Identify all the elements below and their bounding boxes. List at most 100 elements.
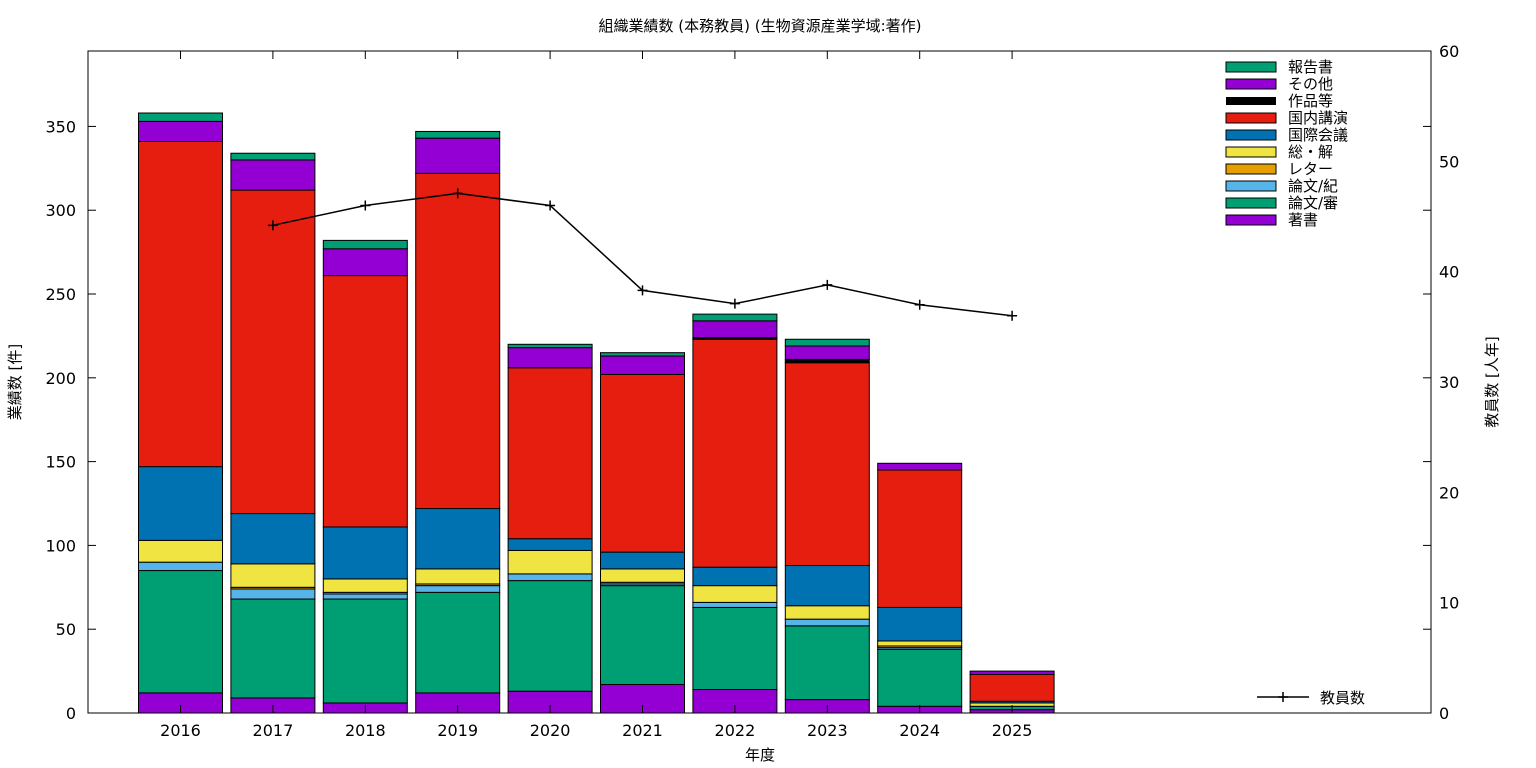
line-legend-label: 教員数 <box>1320 689 1365 707</box>
legend-swatch <box>1225 146 1277 158</box>
bar-2022-series-8 <box>692 320 778 339</box>
bar-2019-series-9 <box>415 130 501 139</box>
bar-2024-series-1 <box>877 648 963 707</box>
bar-2018-series-8 <box>322 248 408 277</box>
bar-2017-series-6 <box>230 189 316 515</box>
y-axis-label: 業績数 [件] <box>6 344 24 420</box>
bar-2022-series-5 <box>692 566 778 587</box>
x-tick-label: 2018 <box>345 721 386 740</box>
bar-2017-series-4 <box>230 563 316 588</box>
legend-swatch <box>1225 214 1277 226</box>
bar-2019-series-2 <box>415 585 501 593</box>
staff-line-point <box>822 279 833 290</box>
bar-2021-series-5 <box>600 551 685 570</box>
y-tick-label: 250 <box>45 285 76 304</box>
legend-swatch <box>1225 197 1277 209</box>
bar-2019-series-5 <box>415 508 501 570</box>
x-tick-label: 2017 <box>253 721 294 740</box>
y2-tick-label: 40 <box>1439 263 1459 282</box>
bar-2017-series-8 <box>230 159 316 191</box>
x-tick-label: 2025 <box>992 721 1033 740</box>
y2-tick-label: 50 <box>1439 152 1459 171</box>
bar-2024-series-5 <box>877 606 963 642</box>
staff-line-point <box>729 298 740 309</box>
bar-2024-series-4 <box>877 640 963 647</box>
bar-2020-series-5 <box>507 538 593 551</box>
bar-2018-series-9 <box>322 239 408 250</box>
bar-2022-series-1 <box>692 606 778 691</box>
bar-2017-series-5 <box>230 513 316 565</box>
bar-2020-series-4 <box>507 549 593 575</box>
bar-2018-series-1 <box>322 598 408 704</box>
bar-2019-series-6 <box>415 172 501 510</box>
bar-2017-series-2 <box>230 588 316 600</box>
legend-label: 著書 <box>1288 211 1318 229</box>
bar-2018-series-2 <box>322 593 408 600</box>
bar-2021-series-4 <box>600 568 685 583</box>
y2-axis-ticks: 0 10 20 30 40 50 60 <box>1439 42 1459 723</box>
legend-swatch <box>1225 61 1277 73</box>
bar-2017-series-9 <box>230 152 316 161</box>
bar-2016-series-2 <box>138 561 223 572</box>
legend-label: その他 <box>1288 75 1333 93</box>
legend-label: 論文/審 <box>1288 194 1338 212</box>
bar-2024-series-8 <box>877 462 963 471</box>
bar-2021-series-1 <box>600 585 685 686</box>
legend-label: 作品等 <box>1288 92 1333 110</box>
bar-2018-series-5 <box>322 526 408 580</box>
staff-line-point <box>545 200 556 211</box>
bar-2016-series-8 <box>138 120 223 143</box>
bar-2021-series-9 <box>600 352 685 357</box>
bar-2025-series-6 <box>969 673 1055 702</box>
line-legend: 教員数 <box>1257 689 1365 707</box>
bar-2022-series-4 <box>692 585 778 603</box>
bar-2016-series-6 <box>138 141 223 468</box>
legend-label: レター <box>1288 160 1333 178</box>
bar-2023-series-2 <box>784 618 870 627</box>
bar-2016-series-9 <box>138 112 223 122</box>
bar-2023-series-9 <box>784 338 870 347</box>
x-tick-label: 2022 <box>715 721 756 740</box>
bar-2023-series-8 <box>784 345 870 360</box>
y2-axis-label: 教員数 [人年] <box>1483 336 1501 427</box>
legend-swatch <box>1225 129 1277 141</box>
bar-2021-series-6 <box>600 373 685 553</box>
legend-label: 論文/紀 <box>1288 177 1338 195</box>
bar-2022-series-9 <box>692 313 778 322</box>
bar-2025-series-8 <box>969 670 1055 675</box>
bar-2019-series-4 <box>415 568 501 585</box>
x-axis-label: 年度 <box>745 746 775 764</box>
bar-2020-series-1 <box>507 580 593 692</box>
staff-line-point <box>914 299 925 310</box>
bar-2017-series-1 <box>230 598 316 699</box>
y-tick-label: 300 <box>45 201 76 220</box>
bar-2023-series-1 <box>784 625 870 701</box>
legend-label: 国内講演 <box>1288 109 1348 127</box>
staff-line-point <box>1007 310 1018 321</box>
y-tick-label: 100 <box>45 536 76 555</box>
legend-label: 国際会議 <box>1288 126 1348 144</box>
bar-2024-series-6 <box>877 469 963 608</box>
staff-line-point <box>267 220 278 231</box>
bar-2023-series-7 <box>784 358 870 364</box>
staff-line-point <box>637 285 648 296</box>
x-tick-label: 2019 <box>437 721 478 740</box>
legend-swatch <box>1225 112 1277 124</box>
bar-2019-series-1 <box>415 591 501 694</box>
legend-swatch <box>1226 97 1276 105</box>
bar-2019-series-8 <box>415 137 501 174</box>
y-axis-ticks: 0 50 100 150 200 250 300 350 <box>45 117 1431 723</box>
bar-2023-series-4 <box>784 605 870 620</box>
y-tick-label: 0 <box>66 704 76 723</box>
bar-2020-series-8 <box>507 347 593 369</box>
bar-2023-series-5 <box>784 565 870 607</box>
bar-2020-series-6 <box>507 367 593 540</box>
y-tick-label: 350 <box>45 117 76 136</box>
bar-2021-series-8 <box>600 355 685 375</box>
y2-tick-label: 60 <box>1439 42 1459 61</box>
y-tick-label: 200 <box>45 369 76 388</box>
bar-2020-series-9 <box>507 343 593 349</box>
x-tick-label: 2024 <box>899 721 940 740</box>
